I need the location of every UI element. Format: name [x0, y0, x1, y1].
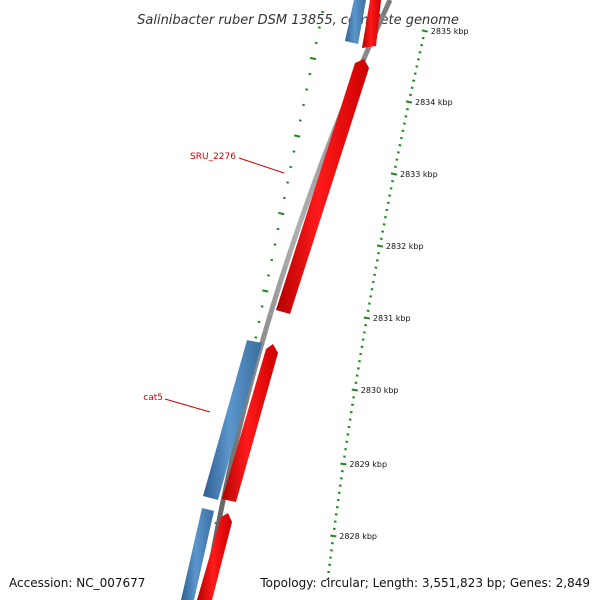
reverse-strand-genes	[181, 0, 366, 600]
inner-minor-tick	[286, 181, 290, 184]
minor-tick	[402, 122, 406, 125]
major-tick	[405, 100, 413, 104]
inner-major-tick	[262, 289, 269, 293]
inner-minor-tick	[317, 26, 321, 29]
inner-minor-tick	[282, 196, 286, 200]
scale-tick-label: 2829 kbp	[349, 460, 387, 469]
major-tick	[421, 29, 428, 33]
minor-tick	[401, 129, 405, 133]
major-tick	[340, 462, 347, 466]
inner-major-tick	[309, 56, 317, 61]
scale-tick-label: 2833 kbp	[400, 170, 438, 179]
minor-tick	[396, 151, 400, 154]
forward-strand-genes	[197, 0, 381, 600]
scale-tick-label: 2831 kbp	[373, 314, 411, 323]
inner-minor-tick	[254, 336, 258, 339]
minor-tick	[418, 51, 422, 54]
inner-major-tick	[294, 134, 301, 138]
scale-tick-label: 2834 kbp	[415, 98, 453, 107]
scale-tick-label: 2832 kbp	[386, 242, 424, 251]
minor-tick	[421, 36, 425, 40]
minor-tick	[398, 143, 402, 147]
major-tick	[351, 388, 358, 392]
minor-tick	[395, 158, 399, 161]
minor-tick	[412, 79, 416, 82]
inner-minor-tick	[267, 274, 270, 277]
minor-tick	[399, 136, 403, 140]
inner-minor-tick	[276, 227, 280, 231]
inner-minor-tick	[298, 119, 302, 122]
inner-minor-tick	[314, 41, 318, 45]
gene-reverse-bottom[interactable]	[181, 508, 214, 600]
inner-minor-tick	[302, 103, 305, 107]
major-tick	[363, 316, 370, 320]
inner-minor-tick	[305, 88, 309, 91]
minor-tick	[409, 93, 413, 97]
minor-tick	[413, 72, 417, 75]
gene-sru-2276[interactable]	[276, 59, 369, 314]
gene-forward-bottom[interactable]	[197, 513, 232, 600]
minor-tick	[420, 43, 424, 47]
inner-minor-tick	[270, 258, 274, 262]
major-tick	[390, 172, 398, 176]
genome-summary: Topology: circular; Length: 3,551,823 bp…	[259, 576, 590, 590]
minor-tick	[404, 115, 408, 118]
gene-label-text[interactable]: cat5	[143, 393, 163, 403]
inner-minor-tick	[321, 10, 325, 14]
inner-major-tick	[278, 211, 285, 216]
accession-label: Accession: NC_007677	[9, 576, 145, 590]
inner-minor-tick	[257, 320, 261, 324]
gene-forward-top[interactable]	[362, 0, 381, 48]
map-title: Salinibacter ruber DSM 13855, complete g…	[137, 13, 459, 28]
minor-tick	[410, 86, 414, 90]
scale-ruler: 2828 kbp 2829 kbp 2830 kbp 2831 kbp 2832 kbp…	[326, 27, 469, 581]
gene-forward-middle[interactable]	[222, 344, 278, 502]
minor-tick	[405, 107, 409, 111]
major-tick	[376, 244, 384, 248]
inner-minor-tick	[308, 72, 312, 76]
minor-tick	[415, 65, 419, 68]
gene-label-text[interactable]: SRU_2276	[190, 152, 236, 162]
scale-tick-label: 2828 kbp	[339, 532, 377, 541]
inner-minor-tick	[289, 165, 293, 169]
gene-reverse-top[interactable]	[345, 0, 366, 44]
inner-minor-tick	[273, 243, 277, 246]
inner-minor-tick	[292, 150, 296, 153]
scale-tick-label: 2830 kbp	[361, 386, 399, 395]
genome-backbone	[202, 0, 393, 600]
major-tick	[330, 534, 337, 538]
gene-cat5[interactable]	[203, 340, 262, 500]
gene-label-cat5: cat5	[143, 393, 211, 413]
gene-label-sru-2276: SRU_2276	[190, 152, 285, 174]
minor-tick	[416, 58, 420, 61]
inner-minor-tick	[260, 305, 264, 308]
scale-tick-label: 2835 kbp	[431, 27, 469, 36]
